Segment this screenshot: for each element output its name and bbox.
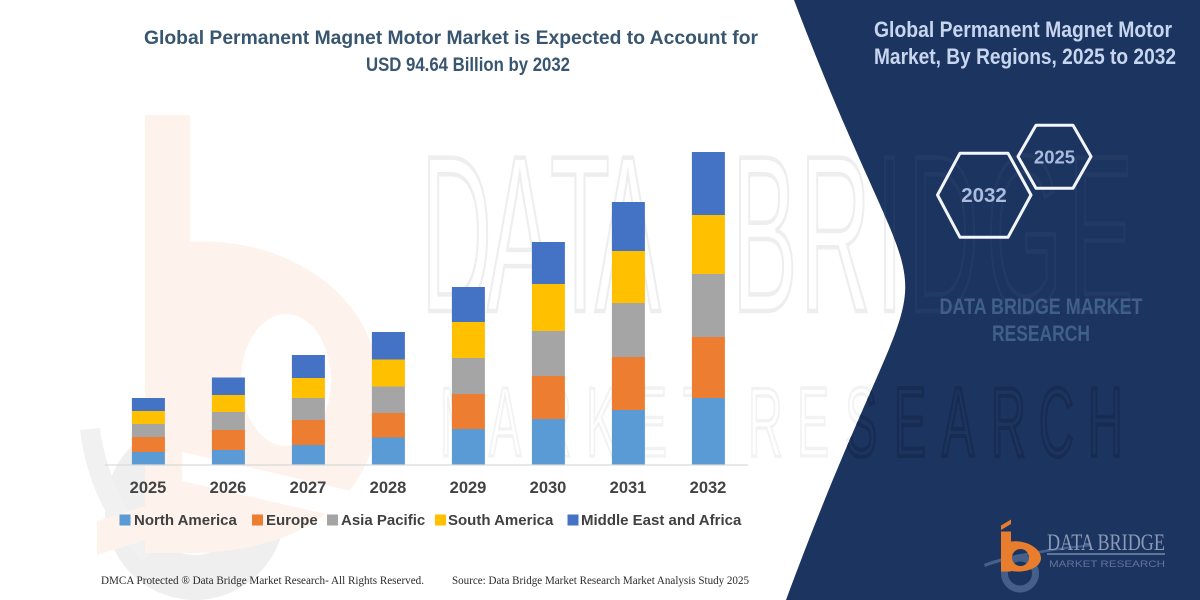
svg-text:South America: South America [448,512,554,529]
svg-text:DATA BRIDGE MARKET: DATA BRIDGE MARKET [940,294,1143,319]
svg-text:Europe: Europe [266,512,318,529]
svg-text:Source: Data Bridge Market Res: Source: Data Bridge Market Research Mark… [452,573,749,587]
svg-text:Asia Pacific: Asia Pacific [341,512,425,529]
svg-text:USD 94.64 Billion by 2032: USD 94.64 Billion by 2032 [366,55,570,76]
svg-text:2029: 2029 [450,479,487,497]
svg-text:2031: 2031 [610,479,647,497]
svg-text:2026: 2026 [210,479,247,497]
svg-text:North America: North America [134,512,237,529]
svg-text:Global Permanent Magnet Motor: Global Permanent Magnet Motor [874,17,1172,42]
svg-text:MARKET RESEARCH: MARKET RESEARCH [1049,559,1165,569]
svg-text:2025: 2025 [130,479,167,497]
svg-text:RESEARCH: RESEARCH [992,321,1090,346]
svg-text:2032: 2032 [690,479,727,497]
svg-text:2025: 2025 [1034,147,1075,168]
svg-text:Middle East and Africa: Middle East and Africa [581,512,742,529]
svg-text:Global Permanent Magnet Motor: Global Permanent Magnet Motor Market is … [144,28,759,49]
svg-text:DMCA Protected ® Data Bridge M: DMCA Protected ® Data Bridge Market Rese… [101,573,424,587]
svg-text:2028: 2028 [370,479,407,497]
svg-text:2027: 2027 [290,479,327,497]
svg-text:2030: 2030 [530,479,567,497]
svg-text:Market, By Regions, 2025 to 20: Market, By Regions, 2025 to 2032 [874,44,1176,69]
svg-text:2032: 2032 [961,184,1007,207]
svg-text:DATA BRIDGE: DATA BRIDGE [1047,530,1165,555]
